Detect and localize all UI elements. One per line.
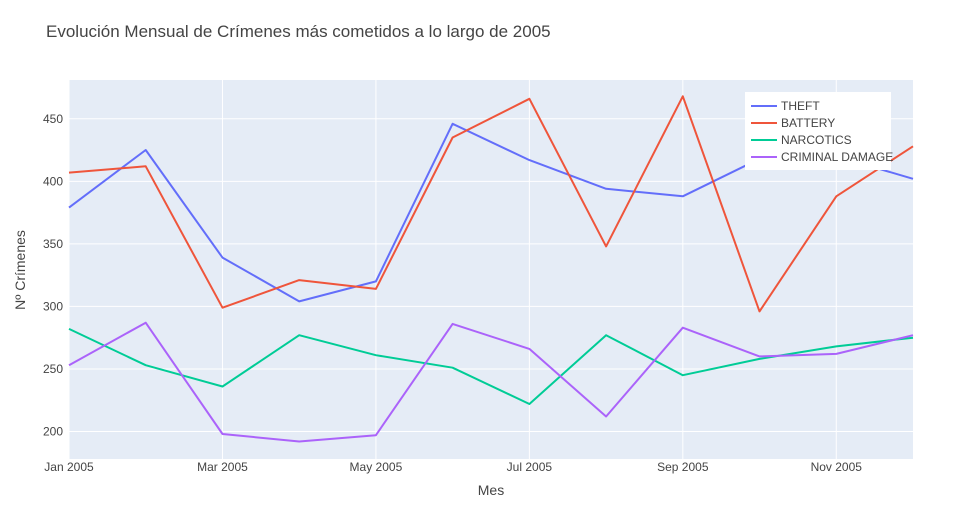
chart-title: Evolución Mensual de Crímenes más cometi… [46,22,551,41]
y-axis-title: Nº Crímenes [12,230,28,310]
y-tick-label: 300 [43,299,63,313]
x-tick-label: Sep 2005 [657,460,709,474]
y-tick-label: 400 [43,174,63,188]
x-tick-label: Jul 2005 [507,460,553,474]
y-axis-ticks: 200 250 300 350 400 450 [43,112,63,439]
legend-item-battery[interactable]: BATTERY [751,116,835,130]
x-tick-label: Mar 2005 [197,460,248,474]
x-tick-label: May 2005 [350,460,403,474]
legend-label: NARCOTICS [781,133,852,147]
legend-label: BATTERY [781,116,835,130]
legend-label: THEFT [781,99,820,113]
legend[interactable]: THEFT BATTERY NARCOTICS CRIMINAL DAMAGE [745,92,893,170]
y-tick-label: 250 [43,362,63,376]
series-line-criminal-damage [68,321,914,443]
x-axis-ticks: Jan 2005 Mar 2005 May 2005 Jul 2005 Sep 2005… [44,460,862,474]
x-tick-label: Jan 2005 [44,460,94,474]
y-tick-label: 200 [43,424,63,438]
grid-lines [68,80,913,459]
legend-item-criminal-damage[interactable]: CRIMINAL DAMAGE [751,150,893,164]
x-axis-title: Mes [478,482,504,498]
y-tick-label: 450 [43,112,63,126]
legend-label: CRIMINAL DAMAGE [781,150,893,164]
series-line-battery [68,95,914,313]
legend-item-narcotics[interactable]: NARCOTICS [751,133,852,147]
x-tick-label: Nov 2005 [811,460,863,474]
y-tick-label: 350 [43,237,63,251]
legend-item-theft[interactable]: THEFT [751,99,820,113]
